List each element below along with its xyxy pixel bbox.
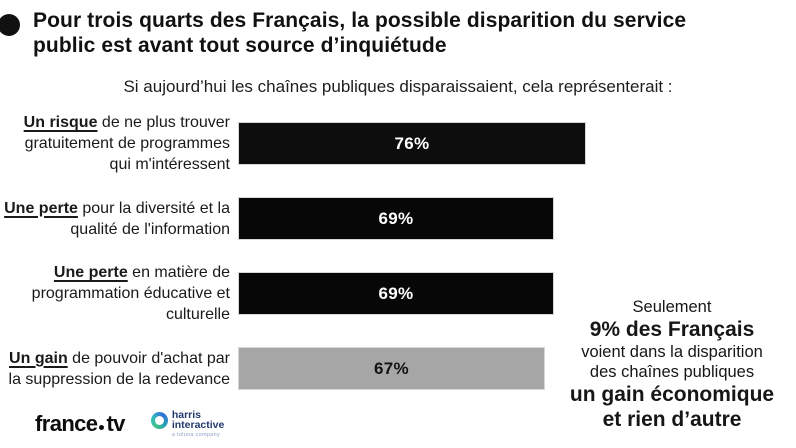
bar-category-rest: de ne plus trouver gratuitement de progr… <box>24 114 230 173</box>
harris-logo-text: harris interactive a toluna company <box>172 410 225 438</box>
page-title-line2: public est avant tout source d’inquiétud… <box>33 34 447 57</box>
footer-logos: france tv harris interactive a toluna co… <box>35 410 224 438</box>
harris-ring-icon <box>150 412 168 429</box>
bar-category-label: Un gain de pouvoir d'achat par la suppre… <box>0 348 230 390</box>
bar-category-rest: pour la diversité et la qualité de l'inf… <box>70 199 230 238</box>
bar-category-lead: Une perte <box>4 199 78 217</box>
bar-category-label: Une perte en matière de programmation éd… <box>0 262 230 325</box>
callout-line-emphasis: 9% des Français <box>589 318 755 341</box>
bar-row: Un gain de pouvoir d'achat par la suppre… <box>0 347 620 390</box>
bar-category-lead: Une perte <box>53 264 128 281</box>
francetv-logo-text-left: france <box>35 411 98 436</box>
francetv-logo: france tv <box>35 411 125 437</box>
bar-value-label: 69% <box>378 283 414 303</box>
callout-text-block: Seulement 9% des Français voient dans la… <box>556 297 788 432</box>
bar-value-label: 76% <box>394 133 430 153</box>
bar-chart: Un risque de ne plus trouver gratuitemen… <box>0 114 620 422</box>
page-title: Pour trois quarts des Français, la possi… <box>33 8 763 58</box>
bar-row: Une perte pour la diversité et la qualit… <box>0 197 620 240</box>
bar-category-label: Un risque de ne plus trouver gratuitemen… <box>0 112 230 175</box>
page-title-line1: Pour trois quarts des Français, la possi… <box>33 9 687 32</box>
bar-row: Une perte en matière de programmation éd… <box>0 264 620 323</box>
harris-logo-line2: interactive <box>171 419 225 431</box>
callout-line-emphasis: un gain économique <box>569 383 775 406</box>
harris-logo-line1: harris <box>171 409 201 421</box>
bar-category-label: Une perte pour la diversité et la qualit… <box>0 198 230 240</box>
callout-line: voient dans la disparition <box>581 343 763 361</box>
callout-line: Seulement <box>632 298 712 316</box>
callout-line: des chaînes publiques <box>589 363 755 381</box>
bar-row: Un risque de ne plus trouver gratuitemen… <box>0 114 620 173</box>
bullet-circle-icon <box>0 14 20 36</box>
francetv-dot-icon <box>99 424 105 430</box>
bar-category-lead: Un risque <box>23 114 98 131</box>
chart-subtitle: Si aujourd’hui les chaînes publiques dis… <box>123 77 673 96</box>
bar: 67% <box>238 347 545 390</box>
bar-category-rest: de pouvoir d'achat par la suppression de… <box>8 349 230 388</box>
bar: 69% <box>238 272 554 315</box>
bar: 69% <box>238 197 554 240</box>
bar: 76% <box>238 122 586 165</box>
bar-value-label: 69% <box>378 208 414 228</box>
bar-category-lead: Un gain <box>9 349 68 367</box>
francetv-logo-text-right: tv <box>106 411 125 436</box>
bar-category-rest: en matière de programmation éducative et… <box>31 264 230 323</box>
bar-value-label: 67% <box>374 358 409 378</box>
callout-line-emphasis: et rien d’autre <box>602 408 742 431</box>
harris-logo-tagline: a toluna company <box>171 432 221 438</box>
harris-interactive-logo: harris interactive a toluna company <box>150 410 225 438</box>
